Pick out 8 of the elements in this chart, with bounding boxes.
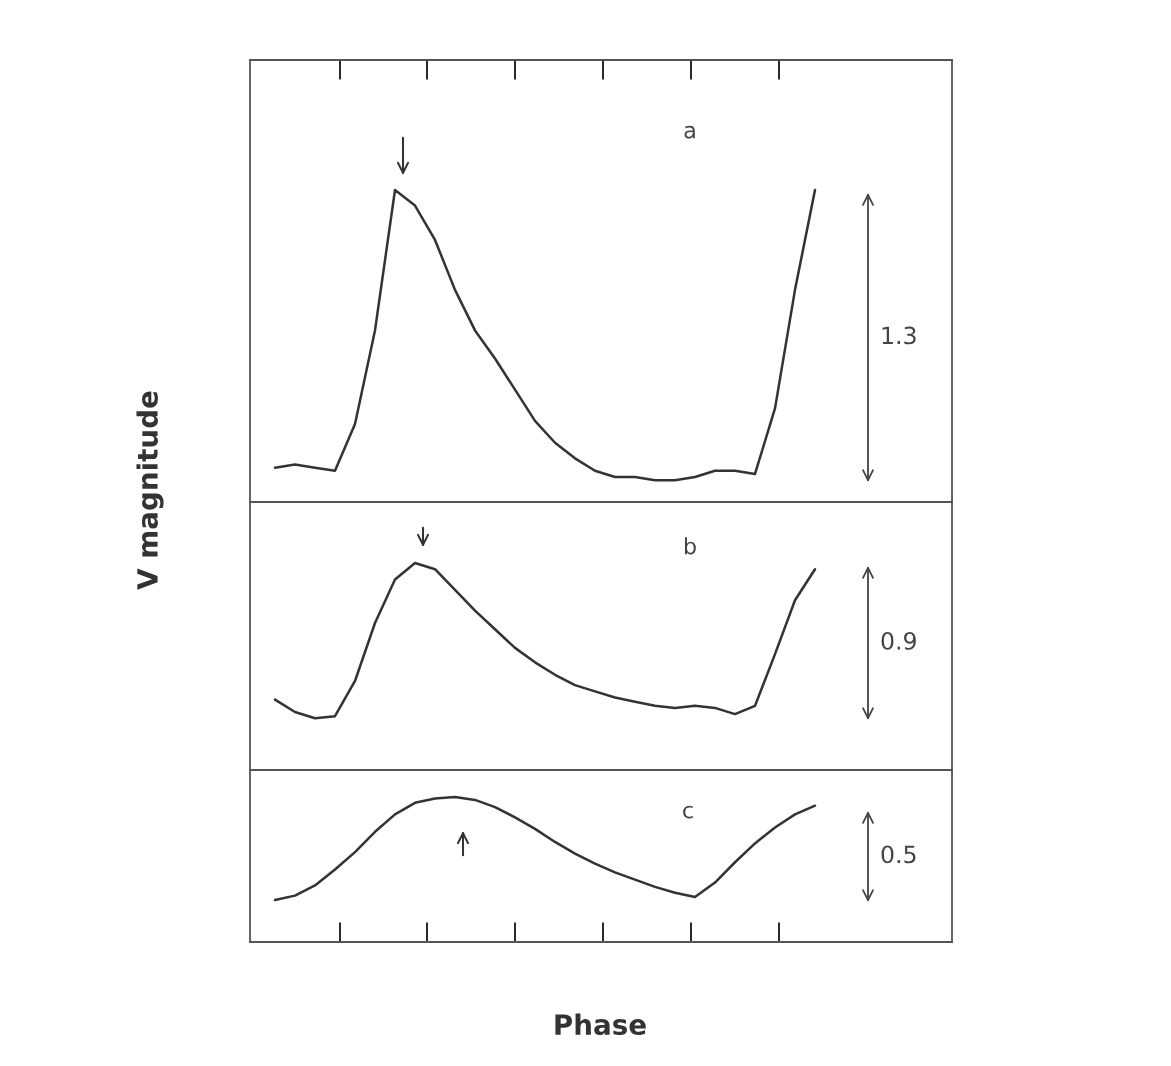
x-axis-title: Phase <box>555 1013 646 1036</box>
text: a <box>684 125 695 139</box>
text: b <box>684 537 696 555</box>
text: 0.5 <box>881 845 916 864</box>
text: 0.9 <box>881 631 916 650</box>
annotation: c <box>683 805 693 819</box>
y-axis-title: V magnitude <box>136 391 164 590</box>
text: 1.3 <box>882 326 916 345</box>
